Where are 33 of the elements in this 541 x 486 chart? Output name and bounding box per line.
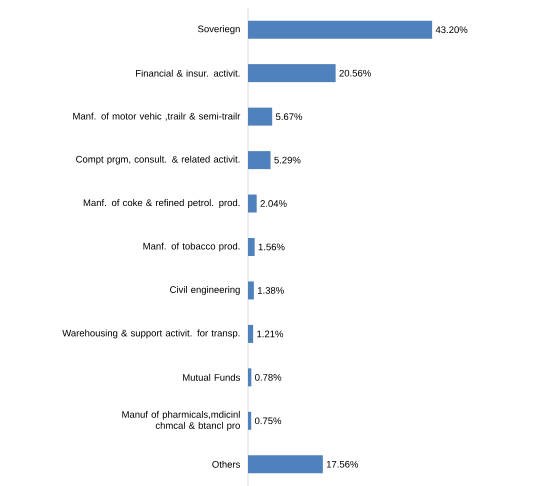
- y-tick-label: Manuf of pharmicals,mdicinl chmcal & btancl pro: [122, 410, 240, 431]
- data-label: 17.56%: [326, 460, 358, 468]
- y-tick-label: Manf. of motor vehic ,trailr & semi-trailr: [73, 112, 240, 121]
- y-tick-label: Civil engineering: [170, 286, 240, 295]
- y-tick-label: Compt prgm, consult. & related activit.: [76, 156, 240, 165]
- bar: [248, 151, 271, 170]
- bar: [248, 20, 432, 39]
- bar: [248, 412, 252, 430]
- y-tick-label: Others: [212, 460, 240, 468]
- y-tick-label: Manf. of tobacco prod.: [143, 242, 240, 252]
- data-label: 0.78%: [255, 374, 282, 381]
- bar: [248, 455, 323, 474]
- bar: [248, 281, 254, 300]
- bar: [248, 194, 257, 213]
- data-label: 1.56%: [258, 244, 285, 250]
- data-label: 0.75%: [254, 417, 282, 424]
- y-tick-label: Soveriegn: [198, 25, 240, 34]
- y-tick-label: Financial & insur. activit.: [136, 70, 240, 77]
- y-tick-label: Mutual Funds: [183, 374, 240, 381]
- data-label: 5.67%: [276, 113, 302, 120]
- data-label: 1.21%: [257, 330, 284, 338]
- bar: [248, 368, 252, 386]
- data-label: 20.56%: [339, 70, 371, 77]
- bar: [248, 64, 336, 82]
- data-label: 43.20%: [436, 26, 468, 34]
- data-label: 2.04%: [260, 200, 287, 207]
- y-tick-label: Manf. of coke & refined petrol. prod.: [84, 199, 240, 208]
- bar: [248, 324, 254, 343]
- bar: [248, 238, 255, 256]
- data-label: 5.29%: [274, 156, 301, 164]
- data-label: 1.38%: [258, 287, 284, 294]
- y-tick-label: Warehousing & support activit. for transp.: [62, 329, 240, 338]
- bar: [248, 108, 272, 126]
